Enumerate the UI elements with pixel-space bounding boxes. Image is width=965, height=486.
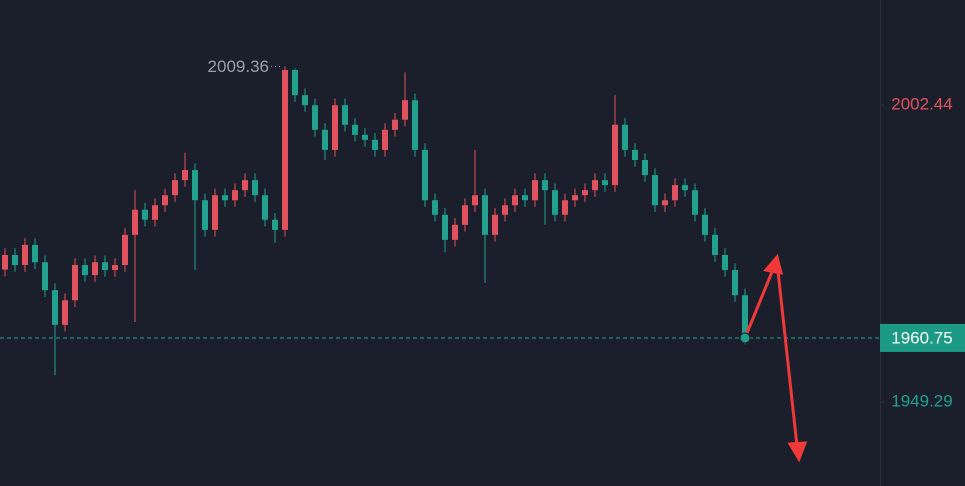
last-price-box xyxy=(880,323,965,352)
candle-body xyxy=(732,270,738,296)
candle-body xyxy=(172,180,178,196)
candle-body xyxy=(542,180,548,191)
candle-body xyxy=(532,180,538,201)
candle-body xyxy=(132,209,138,235)
candle-body xyxy=(152,205,158,220)
candle-body xyxy=(72,265,78,301)
candle-body xyxy=(552,190,558,215)
candle-body xyxy=(192,170,198,201)
candle-body xyxy=(722,254,728,271)
candle-body xyxy=(392,119,398,130)
candle-body xyxy=(22,244,28,266)
annotation-arrows xyxy=(745,253,808,463)
candle-body xyxy=(632,149,638,160)
candle-body xyxy=(2,254,8,270)
candle-body xyxy=(502,205,508,215)
candle-body xyxy=(382,129,388,150)
candle-body xyxy=(82,265,88,276)
y-tick-label: 2002.44 xyxy=(891,94,952,113)
max-label: 2009.36 xyxy=(208,57,269,76)
candle-body xyxy=(52,290,58,325)
candle-body xyxy=(582,190,588,196)
candle-body xyxy=(422,149,428,201)
candle-body xyxy=(412,100,418,150)
arrow-up xyxy=(745,266,776,334)
arrow-down xyxy=(775,261,799,447)
candle-body xyxy=(182,170,188,181)
candle-body xyxy=(372,139,378,150)
candle-body xyxy=(352,124,358,135)
candle-body xyxy=(742,295,748,338)
candle-body xyxy=(212,195,218,230)
candle-body xyxy=(702,214,708,235)
candle-body xyxy=(102,262,108,271)
candle-body xyxy=(682,185,688,191)
candle-body xyxy=(472,195,478,206)
candle-body xyxy=(672,185,678,201)
candle-body xyxy=(452,224,458,240)
candle-body xyxy=(612,124,618,186)
candle-body xyxy=(272,219,278,230)
candle-body xyxy=(442,214,448,240)
arrow-head xyxy=(787,441,808,463)
candle-body xyxy=(662,200,668,206)
plot: 2009.36 xyxy=(0,57,880,376)
candle-body xyxy=(232,190,238,201)
candle-body xyxy=(512,195,518,206)
candle-body xyxy=(692,190,698,215)
candle-body xyxy=(332,105,338,150)
candle-body xyxy=(462,205,468,225)
candle-body xyxy=(342,105,348,125)
candle-body xyxy=(12,254,18,266)
candle-body xyxy=(562,200,568,215)
y-tick-label: 1949.29 xyxy=(891,391,952,410)
last-price-label: 1960.75 xyxy=(891,328,952,347)
candle-body xyxy=(262,195,268,220)
candle-body xyxy=(42,262,48,291)
candle-body xyxy=(712,234,718,255)
candle-body xyxy=(122,234,128,266)
candle-body xyxy=(482,195,488,235)
candle-body xyxy=(322,129,328,150)
candle-body xyxy=(162,195,168,206)
candle-body xyxy=(62,300,68,325)
candle-body xyxy=(282,70,288,230)
candle-body xyxy=(522,195,528,201)
candle-body xyxy=(492,214,498,235)
candle-body xyxy=(652,175,658,206)
candle-body xyxy=(112,265,118,271)
candle-body xyxy=(92,262,98,276)
candle-body xyxy=(202,200,208,230)
candle-body xyxy=(222,195,228,201)
candle-body xyxy=(32,244,38,263)
candle-body xyxy=(312,105,318,130)
candle-body xyxy=(252,180,258,196)
candle-body xyxy=(362,134,368,140)
candle-body xyxy=(292,70,298,96)
candle-body xyxy=(572,195,578,201)
candle-body xyxy=(302,95,308,106)
candle-body xyxy=(622,124,628,150)
candle-body xyxy=(642,159,648,176)
last-price-dot xyxy=(739,332,751,344)
candle-body xyxy=(402,100,408,120)
candle-body xyxy=(602,180,608,186)
candle-body xyxy=(142,209,148,220)
candle-body xyxy=(592,180,598,191)
candle-body xyxy=(242,180,248,191)
candle-body xyxy=(432,200,438,215)
